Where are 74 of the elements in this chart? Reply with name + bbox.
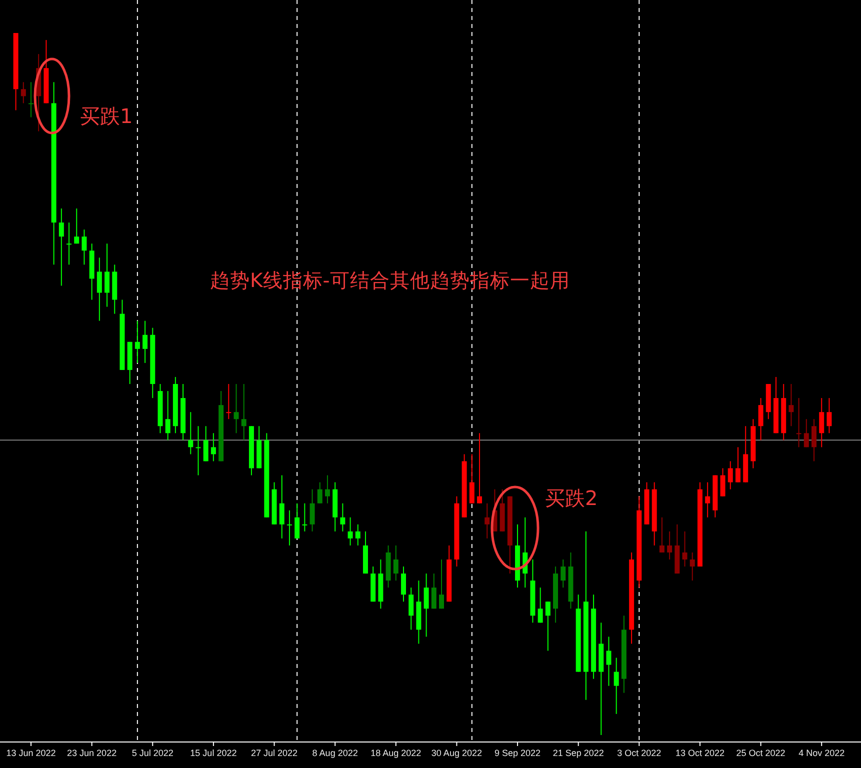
candlestick: [74, 208, 80, 244]
candlestick: [317, 482, 322, 504]
candlestick: [104, 243, 110, 308]
x-tick-label: 5 Jul 2022: [132, 748, 174, 758]
candlestick: [58, 208, 64, 286]
candlestick: [720, 468, 726, 497]
annotation: 买跌1: [80, 104, 133, 128]
candlestick: [614, 657, 619, 714]
candlestick: [538, 587, 543, 624]
candlestick: [484, 502, 490, 539]
candlestick: [796, 398, 802, 448]
candlestick: [682, 530, 688, 568]
x-tick-label: 3 Oct 2022: [617, 748, 662, 758]
candlestick: [279, 474, 284, 539]
candlestick: [560, 559, 566, 588]
candlestick: [294, 502, 300, 539]
candlestick: [66, 222, 72, 266]
x-tick-label: 4 Nov 2022: [798, 748, 845, 758]
candlestick: [241, 384, 246, 441]
candlestick: [203, 426, 208, 462]
candlestick: [788, 384, 794, 427]
annotation: 趋势K线指标-可结合其他趋势指标一起用: [210, 269, 570, 292]
candlestick: [142, 320, 148, 364]
candlestick: [20, 82, 26, 104]
candlestick: [286, 510, 292, 546]
candlestick: [659, 516, 664, 553]
candlestick: [165, 390, 170, 441]
candlestick: [324, 474, 330, 504]
candlestick: [705, 482, 710, 518]
candlestick: [545, 601, 550, 652]
candlestick: [811, 418, 816, 462]
x-tick-label: 18 Aug 2022: [370, 748, 422, 758]
x-tick-label: 23 Jun 2022: [67, 748, 117, 758]
candlestick: [728, 460, 733, 490]
candlestick: [134, 320, 140, 364]
annotation: 买跌2: [545, 486, 598, 510]
candlestick: [606, 636, 612, 686]
candlestick: [690, 552, 695, 582]
candlestick: [758, 398, 764, 441]
x-tick-label: 8 Aug 2022: [312, 748, 358, 758]
candlestick: [196, 426, 201, 476]
candlestick: [226, 384, 232, 420]
candlestick: [82, 229, 87, 266]
candlestick: [431, 573, 436, 610]
candlestick: [408, 587, 414, 630]
candlestick: [96, 257, 102, 322]
candlestick: [735, 446, 740, 483]
candlestick: [804, 418, 809, 448]
candlestick: [400, 566, 406, 602]
candlestick: [667, 530, 672, 560]
candlestick: [469, 454, 474, 504]
x-tick-label: 21 Sep 2022: [552, 748, 604, 758]
candlestick: [348, 516, 353, 546]
candlestick: [477, 432, 482, 504]
candlestick: [310, 488, 315, 532]
candlestick: [28, 82, 34, 118]
candlestick: [424, 573, 429, 638]
x-tick-label: 13 Jun 2022: [6, 748, 56, 758]
x-tick-label: 13 Oct 2022: [675, 748, 724, 758]
candlestick: [210, 432, 216, 462]
x-tick-label: 25 Oct 2022: [736, 748, 786, 758]
candlestick: [819, 398, 824, 448]
candlestick: [439, 559, 444, 610]
candlestick: [393, 544, 398, 582]
candlestick: [234, 384, 239, 434]
x-tick-label: 30 Aug 2022: [431, 748, 482, 758]
x-tick-label: 27 Jul 2022: [250, 748, 298, 758]
candlestick: [188, 412, 194, 455]
candlestick: [355, 524, 360, 546]
candlestick: [302, 502, 308, 532]
candlestick: [826, 398, 832, 434]
candlestick: [340, 502, 346, 532]
x-tick-label: 9 Sep 2022: [494, 748, 541, 758]
x-tick-label: 15 Jul 2022: [190, 748, 237, 758]
